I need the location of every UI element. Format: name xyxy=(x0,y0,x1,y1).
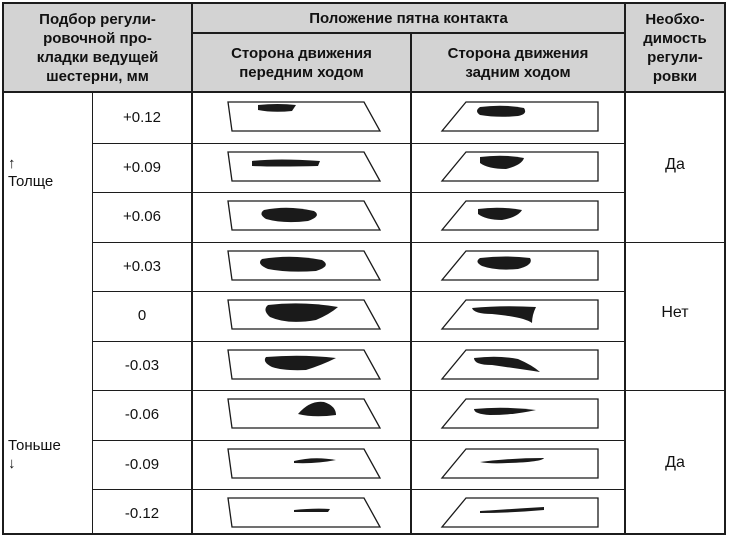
header-forward-side: Сторона движения передним ходом xyxy=(193,34,410,91)
group-line xyxy=(626,390,724,391)
forward-contact-spot xyxy=(227,250,382,281)
header-reverse-side: Сторона движения задним ходом xyxy=(412,34,624,91)
shim-value: -0.12 xyxy=(124,505,160,523)
shim-value: +0.06 xyxy=(123,208,161,226)
row-line xyxy=(92,143,624,144)
reverse-contact-spot xyxy=(440,250,599,281)
shim-value: -0.09 xyxy=(124,455,160,473)
forward-contact-spot xyxy=(227,448,382,479)
header-contact-position: Положение пятна контакта xyxy=(193,4,624,32)
shim-value: +0.12 xyxy=(123,109,161,127)
column-line-3 xyxy=(624,4,626,533)
reverse-contact-spot xyxy=(440,151,599,182)
forward-contact-spot xyxy=(227,349,382,380)
reverse-contact-spot xyxy=(440,200,599,231)
row-line xyxy=(92,192,624,193)
header-mid-line xyxy=(193,32,624,34)
adjustment-yes-bottom: Да xyxy=(665,454,685,471)
row-line xyxy=(92,341,624,342)
adjustment-yes-top: Да xyxy=(665,156,685,173)
shim-value: 0 xyxy=(137,307,147,325)
forward-contact-spot xyxy=(227,151,382,182)
forward-contact-spot xyxy=(227,200,382,231)
reverse-contact-spot xyxy=(440,299,599,330)
thicker-label: ↑ Толще xyxy=(8,155,54,190)
column-line-1 xyxy=(191,4,193,533)
shim-value: -0.06 xyxy=(124,406,160,424)
row-line xyxy=(92,440,624,441)
reverse-contact-spot xyxy=(440,398,599,429)
forward-contact-spot xyxy=(227,497,382,528)
forward-contact-spot xyxy=(227,299,382,330)
reverse-contact-spot xyxy=(440,349,599,380)
shim-value: -0.03 xyxy=(124,356,160,374)
adjustment-no: Нет xyxy=(661,304,689,321)
reverse-contact-spot xyxy=(440,497,599,528)
row-line xyxy=(92,489,624,490)
row-line xyxy=(92,390,624,391)
header-shim-selection: Подбор регули- ровочной про- кладки веду… xyxy=(4,4,191,91)
row-line xyxy=(92,291,624,292)
header-bottom-line xyxy=(4,91,724,93)
column-line-shim xyxy=(92,93,93,533)
shim-value: +0.09 xyxy=(123,158,161,176)
group-line xyxy=(626,242,724,243)
forward-contact-spot xyxy=(227,101,382,132)
shim-value: +0.03 xyxy=(123,257,161,275)
header-adjustment-needed: Необхо- димость регули- ровки xyxy=(626,4,724,91)
thinner-label: Тоньше ↓ xyxy=(8,437,61,472)
column-line-2 xyxy=(410,34,412,533)
row-line xyxy=(92,242,624,243)
forward-contact-spot xyxy=(227,398,382,429)
reverse-contact-spot xyxy=(440,448,599,479)
reverse-contact-spot xyxy=(440,101,599,132)
